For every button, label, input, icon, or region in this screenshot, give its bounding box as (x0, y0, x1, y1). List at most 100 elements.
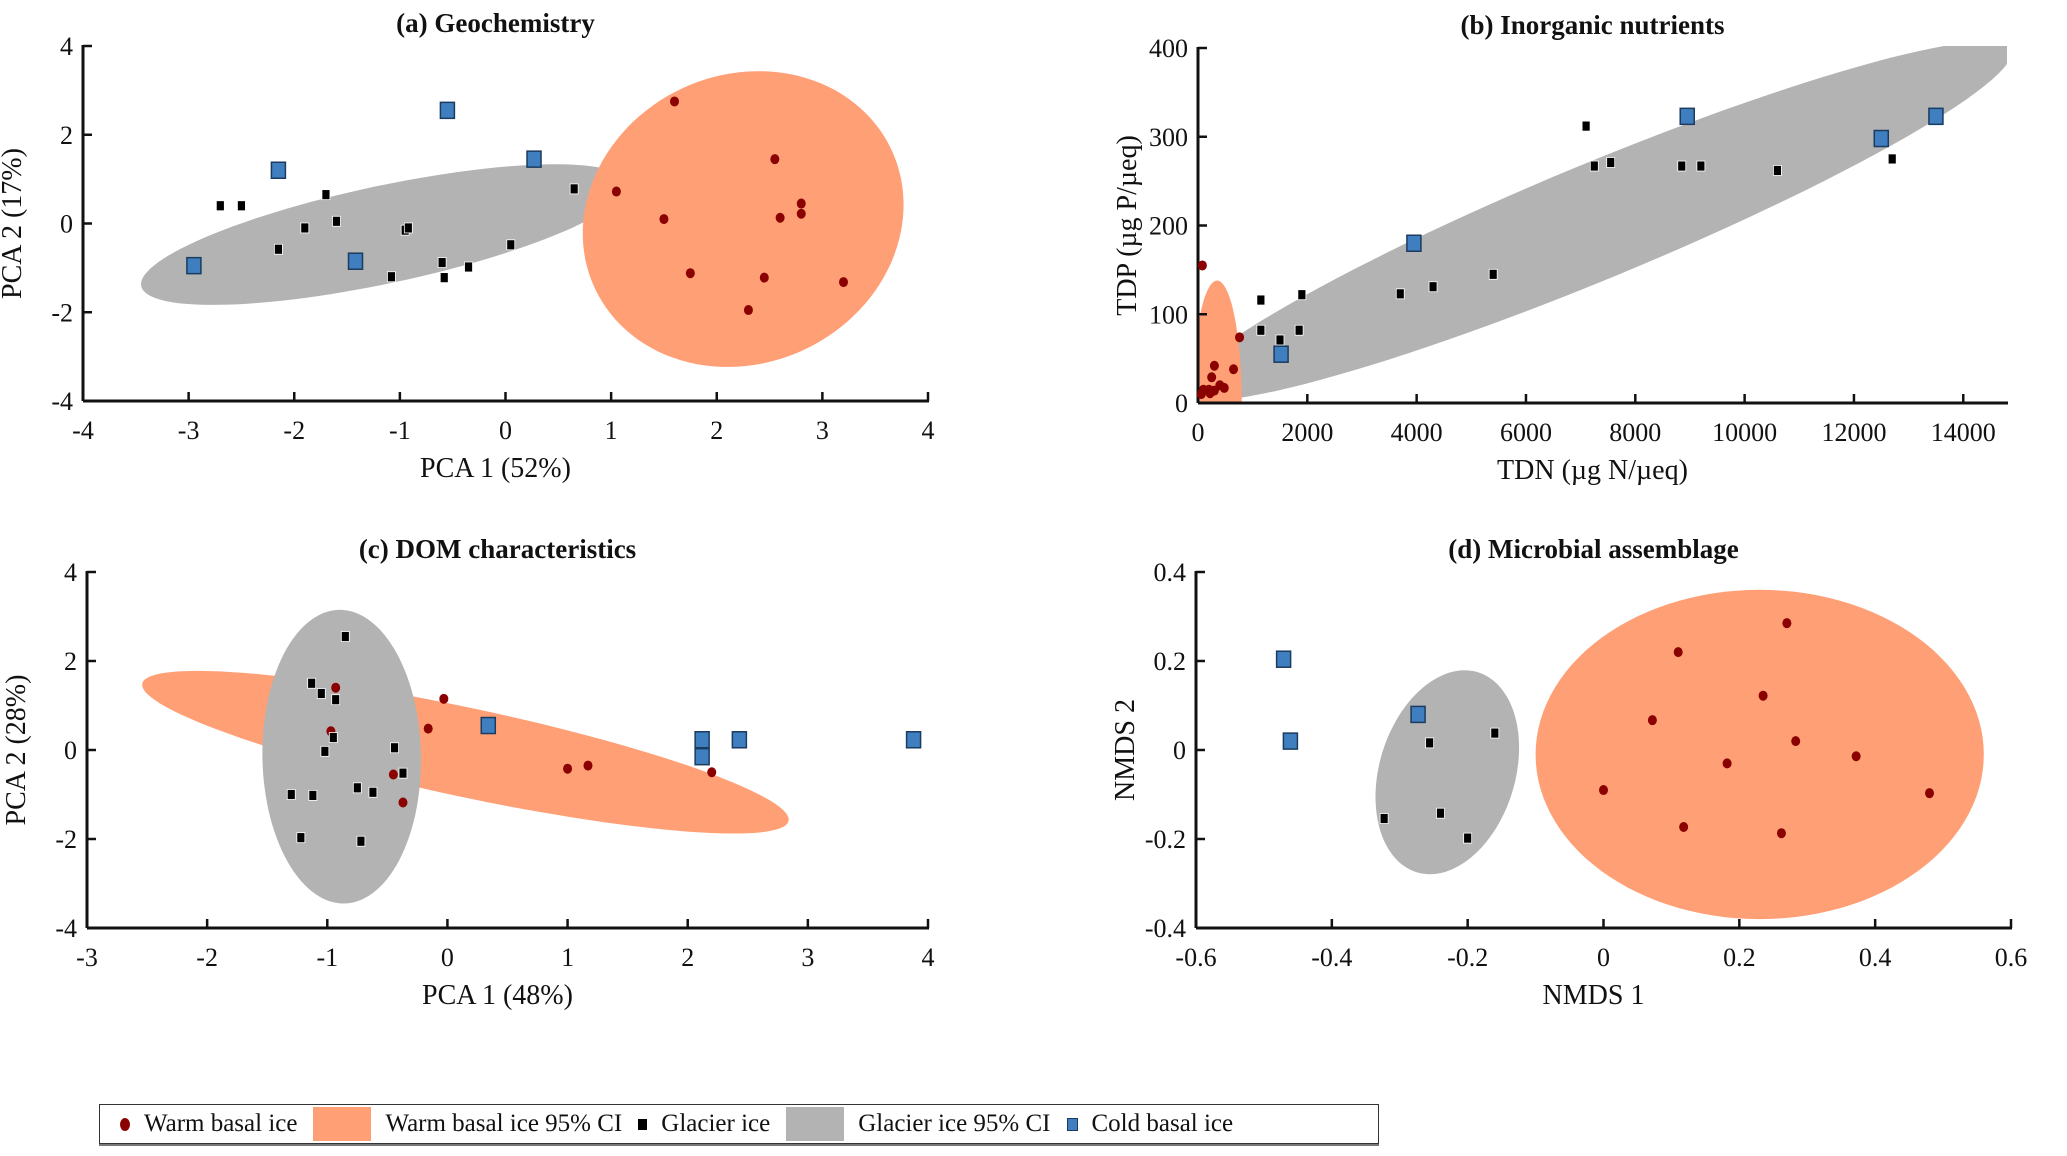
x-tick-label: -2 (196, 943, 218, 972)
data-point-glacier (1677, 160, 1687, 172)
data-point-glacier (464, 261, 473, 273)
series-glacier-ice (1256, 120, 1897, 346)
x-tick-label: 1 (561, 943, 574, 972)
data-point-glacier (237, 200, 246, 212)
y-tick-label: 0 (60, 210, 73, 239)
series-warm-basal-ice (611, 96, 848, 316)
x-tick-label: 2 (710, 416, 723, 445)
y-axis-label: PCA 2 (17%) (0, 148, 28, 299)
data-point-cold (1406, 234, 1422, 252)
chart-title: (a) Geochemistry (396, 8, 595, 38)
series-cold-basal-ice (480, 716, 922, 766)
y-axis-label: TDP (µg P/µeq) (1112, 135, 1143, 316)
x-tick-label: 4 (922, 416, 935, 445)
data-point-warm (583, 760, 593, 771)
data-point-warm (770, 154, 780, 165)
legend-label: Warm basal ice 95% CI (385, 1110, 623, 1137)
y-tick-label: 0 (1173, 736, 1186, 765)
y-tick-label: 0 (64, 736, 77, 765)
y-tick-label: 0.2 (1154, 647, 1187, 676)
x-tick-label: 14000 (1931, 418, 1996, 447)
series-cold-basal-ice (1273, 107, 1944, 363)
data-point-warm (839, 277, 848, 288)
y-tick-label: -0.4 (1145, 914, 1186, 943)
ci-ellipse-warm (582, 71, 904, 367)
data-point-cold (1873, 129, 1890, 148)
panel-b: 0 2000 4000 6000 8000 10000 12000 14000 0 100 200 3… (1112, 10, 2008, 486)
data-point-warm (775, 212, 785, 223)
data-point-glacier (328, 732, 338, 743)
data-point-glacier (387, 271, 396, 283)
legend: Warm basal ice Warm basal ice 95% CI Gla… (99, 1104, 1379, 1144)
y-tick-label: 300 (1149, 123, 1188, 152)
chart-title: (b) Inorganic nutrients (1460, 10, 1724, 40)
data-point-glacier (356, 835, 366, 847)
data-point-glacier (1294, 324, 1304, 336)
data-point-cold (480, 716, 497, 735)
series-cold-basal-ice (1275, 650, 1426, 750)
data-point-glacier (300, 222, 310, 234)
data-point-glacier (569, 183, 579, 195)
y-tick-label: 4 (60, 32, 73, 61)
data-point-glacier (1463, 832, 1473, 844)
legend-label: Glacier ice 95% CI (858, 1110, 1051, 1137)
data-point-cold (1410, 705, 1426, 724)
chart-title: (c) DOM characteristics (359, 534, 636, 564)
data-point-warm (1722, 758, 1732, 769)
y-tick-label: 100 (1149, 300, 1188, 329)
data-point-cold (1928, 107, 1944, 126)
data-point-warm (563, 763, 573, 774)
data-point-warm (331, 682, 341, 693)
x-tick-label: 0 (499, 416, 512, 445)
ci-ellipse-warm (1535, 589, 1984, 920)
ci-ellipse-glacier (262, 609, 421, 904)
y-tick-label: 2 (60, 121, 73, 150)
data-point-glacier (331, 694, 341, 706)
series-glacier-ice (286, 631, 408, 847)
data-point-warm (439, 693, 449, 704)
data-point-cold (731, 731, 748, 749)
data-point-glacier (316, 688, 326, 699)
legend-item-warm-basal-ice: Warm basal ice (110, 1110, 297, 1138)
data-point-glacier (1379, 813, 1389, 824)
panel-d: -0.6 -0.4 -0.2 0 0.2 0.4 0.6-0.4-0.200.20.4(d)… (1110, 534, 2027, 1011)
series-warm-basal-ice (1599, 618, 1934, 839)
data-point-glacier (274, 243, 283, 255)
data-point-warm (1207, 372, 1217, 383)
series-glacier-ice (1379, 727, 1500, 844)
data-point-glacier (398, 767, 408, 779)
data-point-warm (398, 797, 408, 808)
legend-marker-cold-square (1066, 1117, 1078, 1131)
y-tick-label: -2 (55, 825, 77, 854)
x-tick-label: -1 (389, 416, 411, 445)
data-point-glacier (332, 215, 341, 227)
data-point-warm (743, 305, 753, 316)
series-glacier-ice (215, 183, 579, 284)
x-tick-label: 0 (1192, 418, 1205, 447)
data-point-glacier (1696, 160, 1706, 172)
data-point-warm (1776, 828, 1786, 839)
legend-label: Warm basal ice (144, 1110, 298, 1137)
x-tick-label: -3 (178, 416, 200, 445)
x-tick-label: 1 (605, 416, 618, 445)
y-tick-label: 4 (64, 558, 77, 587)
x-axis-label: PCA 1 (48%) (422, 980, 573, 1011)
data-point-glacier (1488, 268, 1498, 280)
data-point-glacier (320, 745, 330, 757)
data-point-cold (905, 731, 922, 749)
x-tick-label: 3 (816, 416, 829, 445)
x-tick-label: 0.4 (1859, 943, 1892, 972)
x-tick-label: -4 (72, 416, 94, 445)
x-tick-label: 0.6 (1995, 943, 2028, 972)
y-tick-label: 200 (1149, 212, 1188, 241)
data-point-warm (1673, 647, 1683, 658)
legend-label: Cold basal ice (1091, 1110, 1234, 1137)
chart-title: (d) Microbial assemblage (1448, 534, 1738, 564)
data-point-glacier (1256, 324, 1266, 336)
data-point-warm (1229, 364, 1239, 375)
data-point-warm (796, 208, 806, 219)
data-point-warm (1197, 260, 1207, 271)
x-axis-label: NMDS 1 (1543, 980, 1645, 1011)
data-point-warm (796, 198, 806, 209)
